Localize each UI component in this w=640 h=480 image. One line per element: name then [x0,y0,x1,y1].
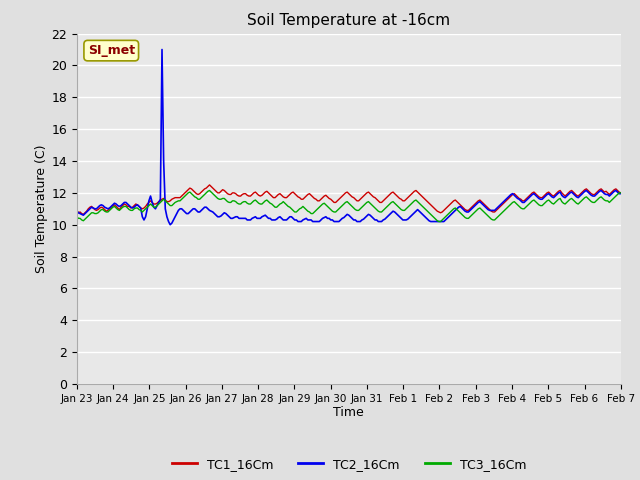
TC1_16Cm [617,190,625,196]
X-axis label: Time: Time [333,407,364,420]
Text: SI_met: SI_met [88,44,135,57]
TC1_16Cm [145,200,153,205]
TC2_16Cm [417,210,425,216]
TC2_16Cm [617,191,625,196]
TC3_16Cm [435,219,443,225]
TC2_16Cm [166,222,174,228]
TC2_16Cm [543,192,551,197]
TC1_16Cm [417,192,425,198]
TC3_16Cm [415,200,423,206]
TC2_16Cm [373,217,381,223]
TC1_16Cm [205,182,213,188]
TC3_16Cm [143,204,151,210]
Line: TC2_16Cm: TC2_16Cm [77,49,621,225]
TC2_16Cm [143,206,151,212]
TC3_16Cm [371,205,379,211]
TC1_16Cm [258,192,266,198]
TC1_16Cm [79,212,87,217]
TC3_16Cm [205,188,213,193]
Legend: TC1_16Cm, TC2_16Cm, TC3_16Cm: TC1_16Cm, TC2_16Cm, TC3_16Cm [166,453,531,476]
TC1_16Cm [371,195,379,201]
TC3_16Cm [543,198,551,204]
TC3_16Cm [617,190,625,196]
TC3_16Cm [257,201,264,207]
Y-axis label: Soil Temperature (C): Soil Temperature (C) [35,144,49,273]
TC1_16Cm [543,190,551,196]
TC3_16Cm [369,204,377,209]
TC2_16Cm [258,214,266,220]
TC2_16Cm [73,208,81,214]
TC2_16Cm [158,47,166,52]
TC3_16Cm [73,214,81,220]
TC2_16Cm [371,217,379,223]
Line: TC1_16Cm: TC1_16Cm [77,185,621,215]
Line: TC3_16Cm: TC3_16Cm [77,191,621,222]
TC1_16Cm [73,207,81,213]
Title: Soil Temperature at -16cm: Soil Temperature at -16cm [247,13,451,28]
TC1_16Cm [373,196,381,202]
